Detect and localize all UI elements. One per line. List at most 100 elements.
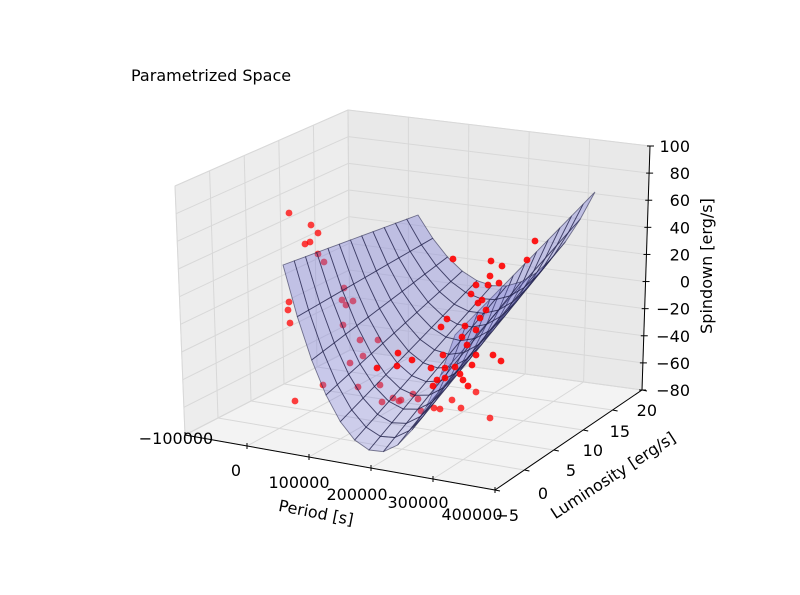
scatter-point [394,349,402,357]
scatter-points-front [373,237,539,390]
grid-line-z [348,162,649,201]
grid-line-y [250,400,554,451]
y-tick-label: 0 [538,484,548,503]
y-tick-label: 20 [637,401,657,420]
z-axis-line [641,145,651,391]
scatter-point [338,296,346,304]
scatter-point [531,237,539,245]
z-tick-label: 60 [670,191,690,210]
grid-line-z [348,189,648,228]
back-panes [174,109,651,491]
grid-line-z-side [180,242,350,325]
grid-line-y-side [209,170,219,419]
grid-line-x [432,381,584,480]
y-axis-line [494,389,643,491]
grid-line-z [349,242,646,283]
scatter-point [285,298,293,306]
z-tick-label: 80 [670,164,690,183]
grid-line-z [349,269,645,310]
scatter-point [448,396,456,404]
y-tick-label: 5 [566,461,576,480]
scatter-point [464,382,472,390]
scatter-point [451,363,459,371]
scatter-point [459,376,467,384]
grid-line-x [246,357,409,447]
y-tick [494,489,501,492]
scatter-point [291,397,299,405]
surface-facet [568,191,596,233]
scatter-point [497,357,505,365]
scatter-point [458,333,466,341]
y-tick-label: 10 [583,441,603,460]
grid-line-z [347,109,651,147]
z-tick-label: 20 [670,245,690,264]
scatter-point [443,315,451,323]
grid-line-z-side [174,109,349,187]
scatter-point [430,404,438,412]
scatter-point [523,256,531,264]
scatter-point [456,370,464,378]
scatter-point [472,351,480,359]
grid-line-x [370,373,526,469]
grid-line-y-side [243,155,252,402]
scatter-point [484,281,492,289]
scatter-point [414,395,422,403]
y-tick [553,449,559,452]
grid-line-z [349,322,643,364]
scatter-point [441,364,449,372]
grid-line-y-side [347,109,351,351]
scatter-point [472,388,480,396]
scatter-point [427,364,435,372]
scatter-point [346,359,354,367]
scatter-point [285,209,293,217]
scatter-point [284,306,292,314]
scatter-point [457,404,465,412]
scatter-point [489,351,497,359]
grid-line-z-side [178,189,349,270]
grid-line-y-side [312,125,318,368]
grid-line-x-back [524,131,530,375]
scatter-point [487,257,495,265]
scatter-point [468,361,476,369]
scatter-point [356,336,364,344]
x-tick-label: −100000 [139,429,213,448]
scatter-point [408,356,416,364]
scatter-point [306,238,314,246]
scatter-point [320,258,328,266]
scatter-point [433,376,441,384]
grid-line-z [348,216,647,255]
scatter-point [378,398,386,406]
scatter-point [359,352,367,360]
y-tick-label: 15 [610,422,630,441]
z-tick-label: 100 [659,137,690,156]
grid-line-z-side [183,322,351,408]
scatter-point [461,322,469,330]
x-tick-label: 300000 [387,493,448,512]
grid-line-z-side [179,216,350,298]
scatter-point [486,414,494,422]
grid-line-z-side [181,269,350,353]
grid-line-z [348,136,650,174]
x-tick-label: 200000 [326,485,387,504]
grid-line-y-side [174,185,186,436]
scatter-point [472,281,480,289]
axis-lines [184,145,651,491]
fit-surface [282,191,596,453]
y-tick [583,429,589,432]
scatter-point [397,396,405,404]
scatter-point [286,319,294,327]
grid-line-z-side [182,296,350,381]
scatter-point [486,272,494,280]
scatter-point [498,262,506,270]
grid-line-z-side [175,136,349,215]
grid-line-z-side [184,349,351,436]
z-axis-label: Spindown [erg/s] [697,198,716,334]
scatter-point [476,314,484,322]
x-axis-line [184,434,496,491]
grid-line-z [349,296,644,337]
scatter-point [376,381,384,389]
scatter-point [373,364,381,372]
grid-line-y [217,417,525,471]
